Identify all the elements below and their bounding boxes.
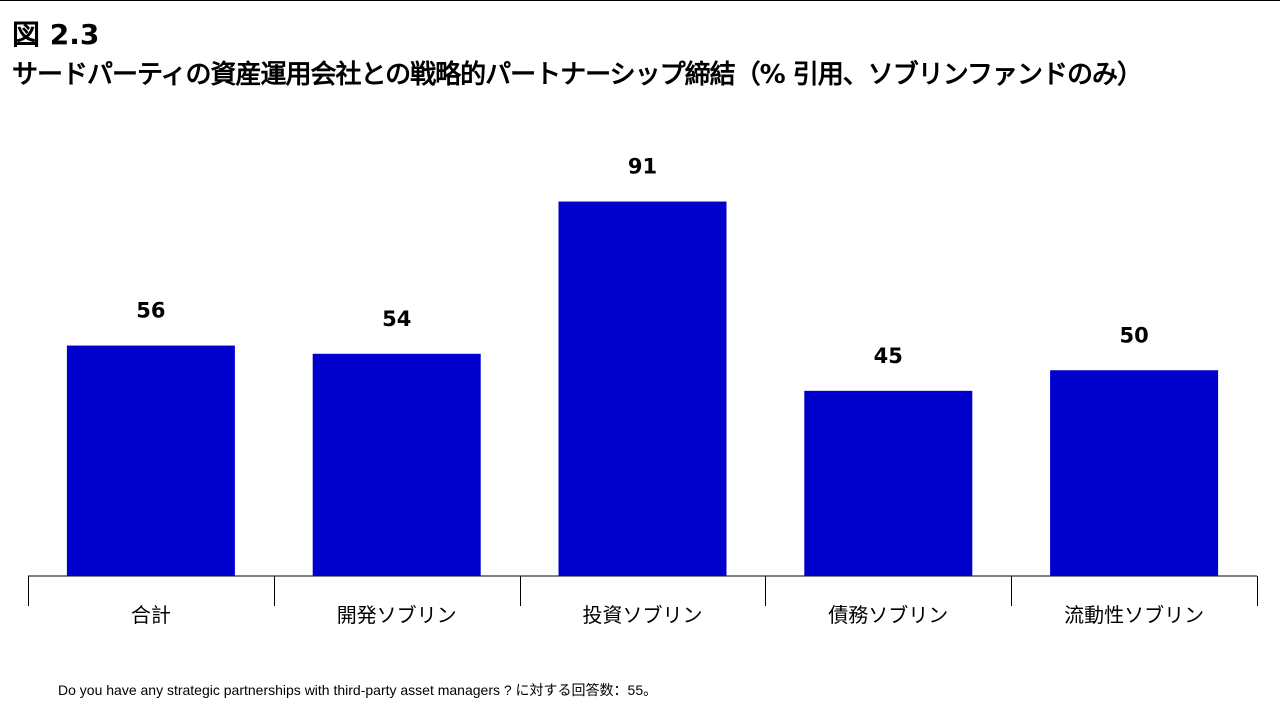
bar — [558, 201, 727, 576]
data-label: 91 — [628, 155, 657, 179]
chart-title: サードパーティの資産運用会社との戦略的パートナーシップ締結（% 引用、ソブリンフ… — [12, 60, 1143, 90]
category-label: 開発ソブリン — [337, 603, 457, 627]
data-label: 56 — [136, 299, 165, 323]
top-rule — [0, 0, 1280, 1]
bar — [66, 345, 235, 576]
category-label: 投資ソブリン — [583, 603, 703, 627]
category-label: 流動性ソブリン — [1064, 603, 1204, 627]
data-label: 50 — [1119, 323, 1148, 347]
bar — [804, 390, 973, 576]
category-label: 債務ソブリン — [828, 603, 948, 627]
data-label: 45 — [874, 344, 903, 368]
footnote: Do you have any strategic partnerships w… — [58, 682, 658, 698]
data-label: 54 — [382, 307, 411, 331]
bar — [312, 353, 481, 576]
category-label: 合計 — [131, 603, 171, 627]
figure-number: 図 2.3 — [12, 18, 100, 51]
bar — [1050, 370, 1219, 576]
